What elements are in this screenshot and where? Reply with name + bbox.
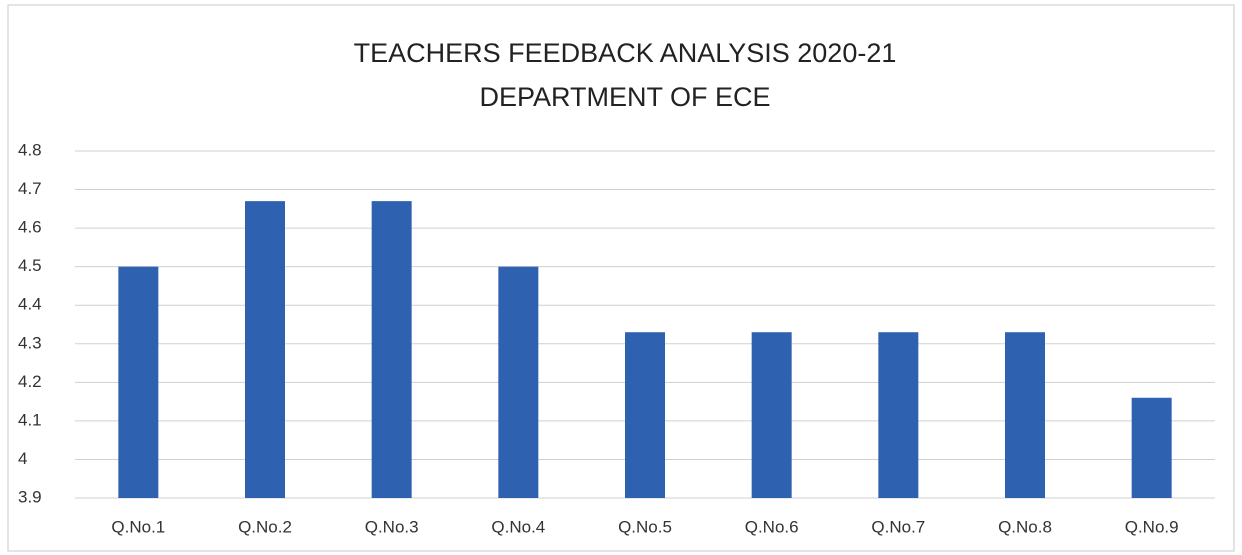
y-tick-label: 4.2 xyxy=(18,372,42,391)
y-tick-label: 4.1 xyxy=(18,410,42,429)
bar xyxy=(1005,332,1045,498)
bar xyxy=(371,201,412,498)
bar xyxy=(498,266,539,498)
bar xyxy=(1131,397,1172,498)
bar xyxy=(751,332,792,498)
x-tick-label: Q.No.9 xyxy=(1125,517,1179,536)
x-tick-label: Q.No.7 xyxy=(871,517,925,536)
x-tick-label: Q.No.4 xyxy=(491,517,545,536)
y-tick-label: 4.5 xyxy=(18,256,42,275)
bar xyxy=(878,332,919,498)
bar xyxy=(245,201,285,498)
x-tick-label: Q.No.5 xyxy=(618,517,672,536)
y-tick-label: 3.9 xyxy=(18,487,42,506)
x-tick-label: Q.No.6 xyxy=(745,517,799,536)
chart-title: TEACHERS FEEDBACK ANALYSIS 2020-21 xyxy=(354,38,897,68)
y-tick-label: 4.7 xyxy=(18,179,42,198)
y-tick-label: 4.3 xyxy=(18,333,42,352)
x-tick-label: Q.No.8 xyxy=(998,517,1052,536)
y-tick-label: 4.8 xyxy=(18,140,42,159)
chart-subtitle: DEPARTMENT OF ECE xyxy=(479,82,770,112)
bar xyxy=(625,332,665,498)
y-tick-label: 4 xyxy=(18,449,27,468)
x-tick-label: Q.No.2 xyxy=(238,517,292,536)
y-tick-label: 4.6 xyxy=(18,218,42,237)
bar xyxy=(118,266,159,498)
y-tick-label: 4.4 xyxy=(18,295,42,314)
x-tick-label: Q.No.3 xyxy=(365,517,419,536)
x-tick-label: Q.No.1 xyxy=(111,517,165,536)
